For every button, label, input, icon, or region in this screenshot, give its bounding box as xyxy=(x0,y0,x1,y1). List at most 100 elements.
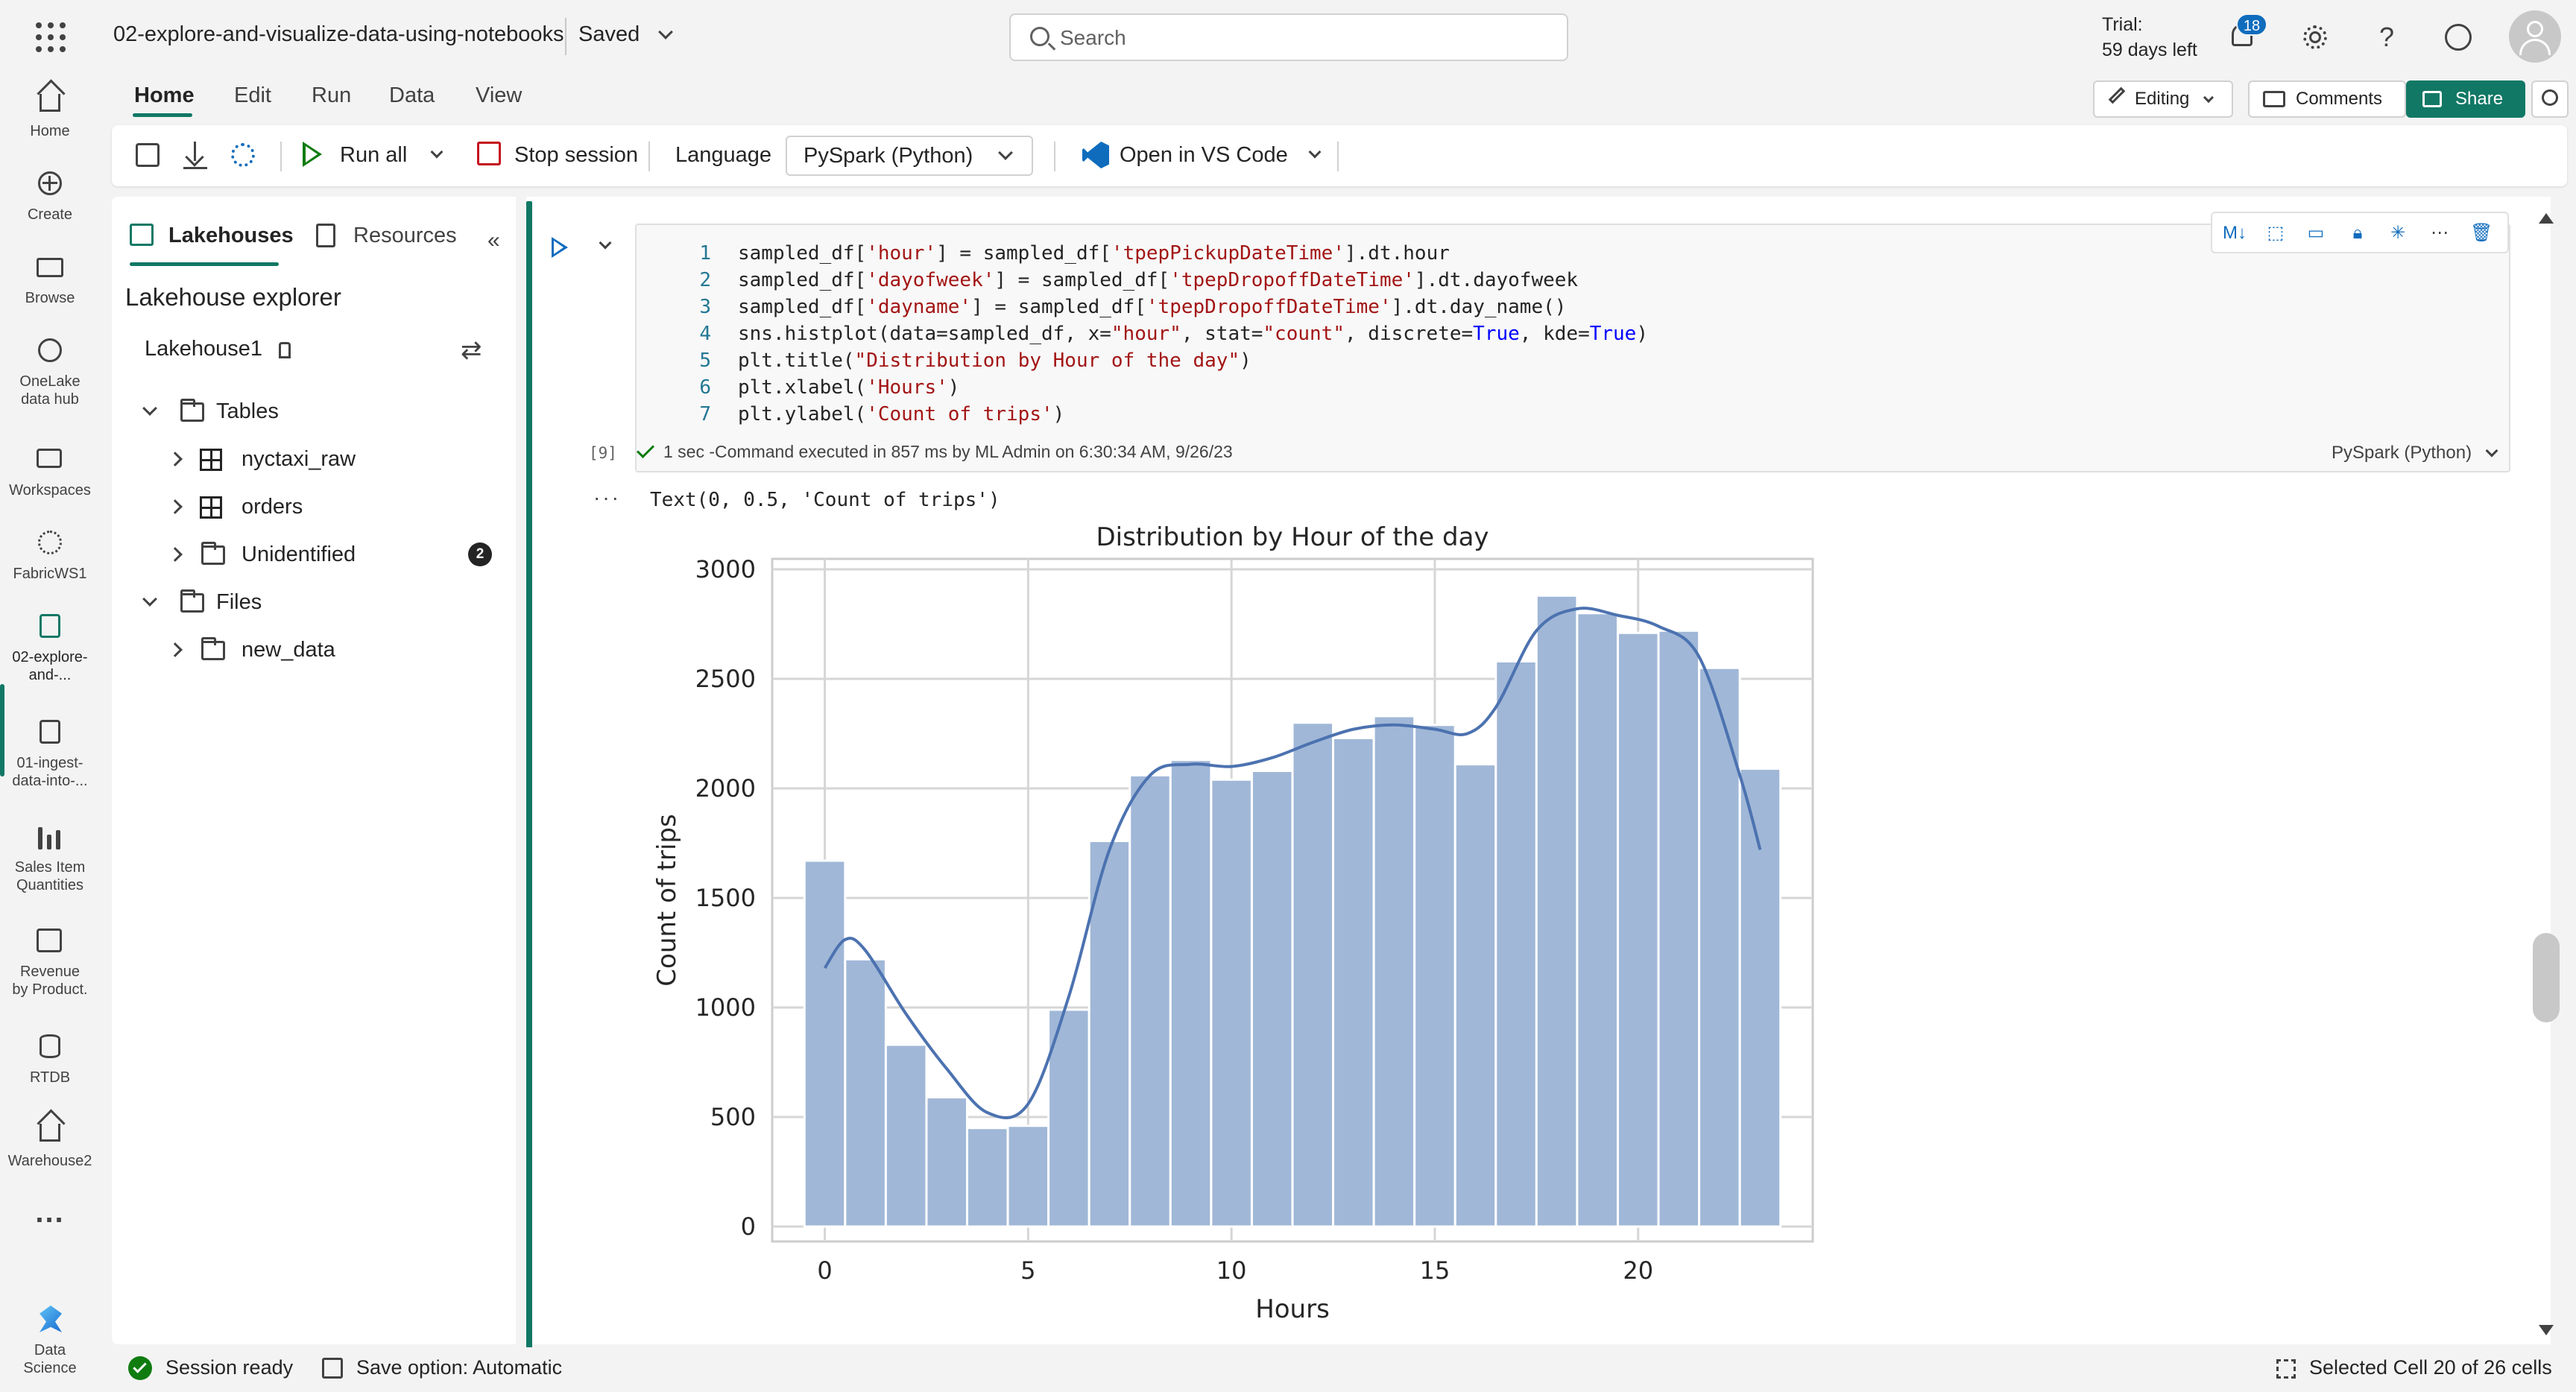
vscode-icon[interactable] xyxy=(1079,139,1112,171)
chart-title: Distribution by Hour of the day xyxy=(1096,522,1489,552)
rail-item-fabricws1[interactable]: FabricWS1 xyxy=(0,526,100,583)
lock-icon[interactable]: 🔒︎ xyxy=(2352,223,2363,243)
tab-data[interactable]: Data xyxy=(389,83,435,107)
y-tick-label: 1500 xyxy=(695,884,756,912)
feedback-button[interactable] xyxy=(2442,21,2475,54)
tab-edit[interactable]: Edit xyxy=(234,83,271,107)
scroll-up-arrow-icon[interactable] xyxy=(2539,213,2554,224)
app-launcher-icon[interactable] xyxy=(36,22,66,52)
tree-item-nyctaxi-raw[interactable]: nyctaxi_raw xyxy=(168,443,356,475)
rail-item-onelake[interactable]: OneLake data hub xyxy=(0,334,100,408)
editing-mode-button[interactable]: Editing xyxy=(2093,80,2233,118)
code-line: 7 plt.ylabel('Count of trips') xyxy=(637,401,2509,428)
run-all-dropdown-icon[interactable] xyxy=(430,145,443,159)
more-options-icon[interactable]: ⋯ xyxy=(2431,223,2449,243)
tab-lakehouses[interactable]: Lakehouses xyxy=(168,224,294,247)
vertical-scrollbar[interactable] xyxy=(2533,933,2560,1022)
editing-label: Editing xyxy=(2135,89,2190,109)
tree-item-files[interactable]: Files xyxy=(142,586,262,619)
histogram-chart: 0 500 1000 1500 2000 2500 3000 0 5 10 15 20 Distrib… xyxy=(652,522,1814,1324)
table-icon xyxy=(200,449,222,471)
open-vscode-button[interactable]: Open in VS Code xyxy=(1120,143,1288,167)
histogram-bar-11 xyxy=(1250,769,1294,1228)
tab-home[interactable]: Home xyxy=(134,83,195,107)
share-button[interactable]: Share xyxy=(2406,80,2525,118)
rail-item-browse[interactable]: Browse xyxy=(0,250,100,307)
tab-resources[interactable]: Resources xyxy=(353,224,457,247)
saved-status[interactable]: Saved xyxy=(578,22,674,47)
switch-lakehouse-icon[interactable]: ⇄ xyxy=(461,336,482,364)
histogram-bar-5 xyxy=(1006,1124,1050,1228)
vscode-dropdown-icon[interactable] xyxy=(1308,145,1322,159)
report-icon xyxy=(34,924,66,957)
stop-session-button[interactable]: Stop session xyxy=(514,143,639,167)
plus-icon xyxy=(34,167,66,200)
line-number: 4 xyxy=(699,323,711,345)
rail-item-sales-item[interactable]: Sales Item Quantities xyxy=(0,820,100,894)
run-all-icon[interactable] xyxy=(303,142,322,167)
avatar[interactable] xyxy=(2509,10,2561,63)
rail-item-data-science[interactable]: Data Science xyxy=(0,1303,100,1377)
run-cell-icon[interactable] xyxy=(552,237,568,258)
tab-view[interactable]: View xyxy=(476,83,523,107)
run-all-button[interactable]: Run all xyxy=(340,143,408,167)
histogram-bar-10 xyxy=(1210,778,1253,1228)
rail-label: OneLake data hub xyxy=(19,373,80,408)
tree-item-orders[interactable]: orders xyxy=(168,490,303,523)
output-more-icon[interactable]: ··· xyxy=(593,486,621,509)
rail-item-revenue[interactable]: Revenue by Product. xyxy=(0,924,100,999)
report-icon xyxy=(34,820,66,852)
rail-item-rtdb[interactable]: RTDB xyxy=(0,1030,100,1086)
scroll-down-arrow-icon[interactable] xyxy=(2539,1325,2554,1335)
collapse-panel-icon[interactable]: « xyxy=(487,228,500,253)
pin-icon[interactable] xyxy=(279,342,291,358)
title-divider xyxy=(565,18,566,55)
tab-run[interactable]: Run xyxy=(312,83,352,107)
chevron-right-icon xyxy=(168,642,183,657)
rail-more-button[interactable]: ... xyxy=(35,1196,65,1229)
rail-item-home[interactable]: Home xyxy=(0,83,100,140)
chevron-down-icon xyxy=(142,592,157,607)
rail-label: Workspaces xyxy=(9,482,91,499)
comments-button[interactable]: Comments xyxy=(2248,80,2406,118)
save-option[interactable]: Save option: Automatic xyxy=(356,1356,563,1379)
line-number: 5 xyxy=(699,349,711,372)
delete-cell-icon[interactable]: 🗑︎ xyxy=(2470,223,2493,243)
gear-center xyxy=(2309,31,2321,43)
markdown-toggle-icon[interactable]: M↓ xyxy=(2223,223,2247,243)
help-button[interactable]: ? xyxy=(2378,22,2395,52)
language-select[interactable]: PySpark (Python) xyxy=(786,136,1033,176)
save-notebook-icon[interactable] xyxy=(133,140,162,170)
rail-item-notebook-02[interactable]: 02-explore-and-... xyxy=(0,610,100,684)
tree-item-unidentified[interactable]: Unidentified 2 xyxy=(168,538,492,571)
stop-session-icon[interactable] xyxy=(477,142,501,165)
settings-button[interactable] xyxy=(2299,21,2332,54)
cell-toolbar: M↓ ⬚ ▭ 🔒︎ ✳ ⋯ 🗑︎ xyxy=(2211,212,2509,253)
freeze-icon[interactable]: ✳ xyxy=(2390,223,2406,243)
cell-language-selector[interactable]: PySpark (Python) xyxy=(2332,443,2498,464)
search-input[interactable]: Search xyxy=(1009,13,1568,61)
rail-item-workspaces[interactable]: Workspaces xyxy=(0,443,100,499)
lakehouse-name[interactable]: Lakehouse1 xyxy=(145,337,291,361)
settings-gear-icon[interactable] xyxy=(228,140,258,170)
execution-count: [9] xyxy=(589,444,617,462)
line-number: 3 xyxy=(699,296,711,318)
code-cell[interactable]: 1 sampled_df['hour'] = sampled_df['tpepPi… xyxy=(635,224,2510,472)
rail-item-create[interactable]: Create xyxy=(0,167,100,224)
select-cell-icon[interactable]: ⬚ xyxy=(2267,223,2285,243)
rail-item-warehouse2[interactable]: Warehouse2 xyxy=(0,1113,100,1170)
tree-item-new-data[interactable]: new_data xyxy=(168,633,335,666)
download-icon[interactable] xyxy=(180,140,210,170)
histogram-bar-23 xyxy=(1738,768,1782,1228)
session-status[interactable]: Session ready xyxy=(165,1356,294,1379)
x-axis-label: Hours xyxy=(1255,1294,1330,1324)
rail-item-notebook-01[interactable]: 01-ingest-data-into-... xyxy=(0,715,100,790)
left-rail: Home Create Browse OneLake data hub Work… xyxy=(0,75,100,1392)
chevron-right-icon xyxy=(168,547,183,562)
document-title[interactable]: 02-explore-and-visualize-data-using-note… xyxy=(113,22,564,46)
chevron-right-icon xyxy=(168,499,183,514)
tree-label: Tables xyxy=(216,399,279,423)
copilot-button[interactable] xyxy=(2531,80,2569,118)
tree-item-tables[interactable]: Tables xyxy=(142,395,279,428)
comment-cell-icon[interactable]: ▭ xyxy=(2307,223,2325,243)
